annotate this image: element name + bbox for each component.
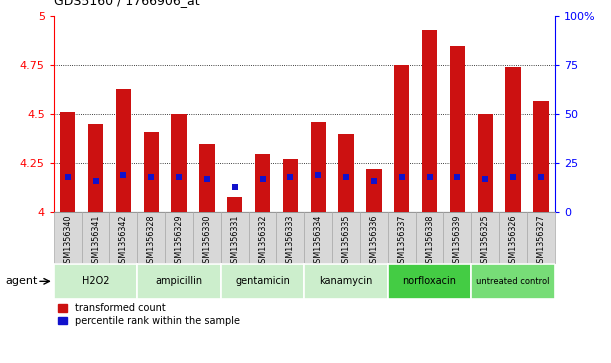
- Text: GDS5160 / 1766906_at: GDS5160 / 1766906_at: [54, 0, 199, 7]
- Point: [90, 178, 100, 184]
- Text: gentamicin: gentamicin: [235, 276, 290, 286]
- Text: GSM1356329: GSM1356329: [175, 215, 183, 268]
- FancyBboxPatch shape: [360, 212, 388, 263]
- FancyBboxPatch shape: [165, 212, 193, 263]
- FancyBboxPatch shape: [249, 212, 276, 263]
- FancyBboxPatch shape: [415, 212, 444, 263]
- Bar: [505, 67, 521, 212]
- Bar: [115, 89, 131, 212]
- Point: [341, 174, 351, 180]
- FancyBboxPatch shape: [304, 264, 388, 299]
- FancyBboxPatch shape: [276, 212, 304, 263]
- Text: H2O2: H2O2: [82, 276, 109, 286]
- Bar: [478, 114, 493, 212]
- FancyBboxPatch shape: [54, 212, 82, 263]
- Bar: [283, 159, 298, 212]
- FancyBboxPatch shape: [137, 212, 165, 263]
- Text: GSM1356342: GSM1356342: [119, 215, 128, 268]
- Text: GSM1356334: GSM1356334: [313, 215, 323, 268]
- Point: [230, 184, 240, 190]
- Bar: [310, 122, 326, 212]
- Point: [397, 174, 406, 180]
- Text: GSM1356331: GSM1356331: [230, 215, 239, 268]
- Bar: [199, 144, 214, 212]
- Text: GSM1356326: GSM1356326: [508, 215, 518, 268]
- FancyBboxPatch shape: [471, 264, 555, 299]
- Legend: transformed count, percentile rank within the sample: transformed count, percentile rank withi…: [54, 299, 244, 330]
- Point: [480, 176, 490, 182]
- Text: ampicillin: ampicillin: [155, 276, 203, 286]
- Bar: [171, 114, 187, 212]
- FancyBboxPatch shape: [109, 212, 137, 263]
- FancyBboxPatch shape: [388, 212, 415, 263]
- Text: GSM1356339: GSM1356339: [453, 215, 462, 268]
- FancyBboxPatch shape: [82, 212, 109, 263]
- Point: [285, 174, 295, 180]
- Point: [536, 174, 546, 180]
- Point: [202, 176, 212, 182]
- FancyBboxPatch shape: [388, 264, 471, 299]
- Bar: [450, 46, 465, 212]
- FancyBboxPatch shape: [471, 212, 499, 263]
- Text: untreated control: untreated control: [477, 277, 550, 286]
- Point: [119, 172, 128, 178]
- Point: [63, 174, 73, 180]
- Point: [313, 172, 323, 178]
- Text: GSM1356341: GSM1356341: [91, 215, 100, 268]
- Text: GSM1356328: GSM1356328: [147, 215, 156, 268]
- FancyBboxPatch shape: [444, 212, 471, 263]
- Text: GSM1356333: GSM1356333: [286, 215, 295, 268]
- Text: GSM1356338: GSM1356338: [425, 215, 434, 268]
- Bar: [533, 101, 549, 212]
- Bar: [338, 134, 354, 212]
- FancyBboxPatch shape: [221, 212, 249, 263]
- Point: [174, 174, 184, 180]
- Point: [258, 176, 268, 182]
- Text: norfloxacin: norfloxacin: [403, 276, 456, 286]
- Text: GSM1356327: GSM1356327: [536, 215, 546, 268]
- Bar: [394, 65, 409, 212]
- FancyBboxPatch shape: [499, 212, 527, 263]
- FancyBboxPatch shape: [193, 212, 221, 263]
- Text: agent: agent: [5, 276, 37, 286]
- Bar: [60, 113, 75, 212]
- Point: [146, 174, 156, 180]
- Text: GSM1356330: GSM1356330: [202, 215, 211, 268]
- Bar: [255, 154, 270, 212]
- Bar: [366, 169, 381, 212]
- FancyBboxPatch shape: [54, 264, 137, 299]
- Text: GSM1356332: GSM1356332: [258, 215, 267, 268]
- Text: GSM1356336: GSM1356336: [370, 215, 378, 268]
- Bar: [144, 132, 159, 212]
- Text: GSM1356337: GSM1356337: [397, 215, 406, 268]
- FancyBboxPatch shape: [221, 264, 304, 299]
- Bar: [227, 197, 243, 212]
- FancyBboxPatch shape: [527, 212, 555, 263]
- FancyBboxPatch shape: [332, 212, 360, 263]
- Point: [425, 174, 434, 180]
- Text: GSM1356325: GSM1356325: [481, 215, 489, 268]
- Text: kanamycin: kanamycin: [320, 276, 373, 286]
- Text: GSM1356340: GSM1356340: [63, 215, 72, 268]
- Bar: [88, 124, 103, 212]
- Point: [369, 178, 379, 184]
- FancyBboxPatch shape: [304, 212, 332, 263]
- Text: GSM1356335: GSM1356335: [342, 215, 351, 268]
- FancyBboxPatch shape: [137, 264, 221, 299]
- Point: [453, 174, 463, 180]
- Bar: [422, 30, 437, 212]
- Point: [508, 174, 518, 180]
